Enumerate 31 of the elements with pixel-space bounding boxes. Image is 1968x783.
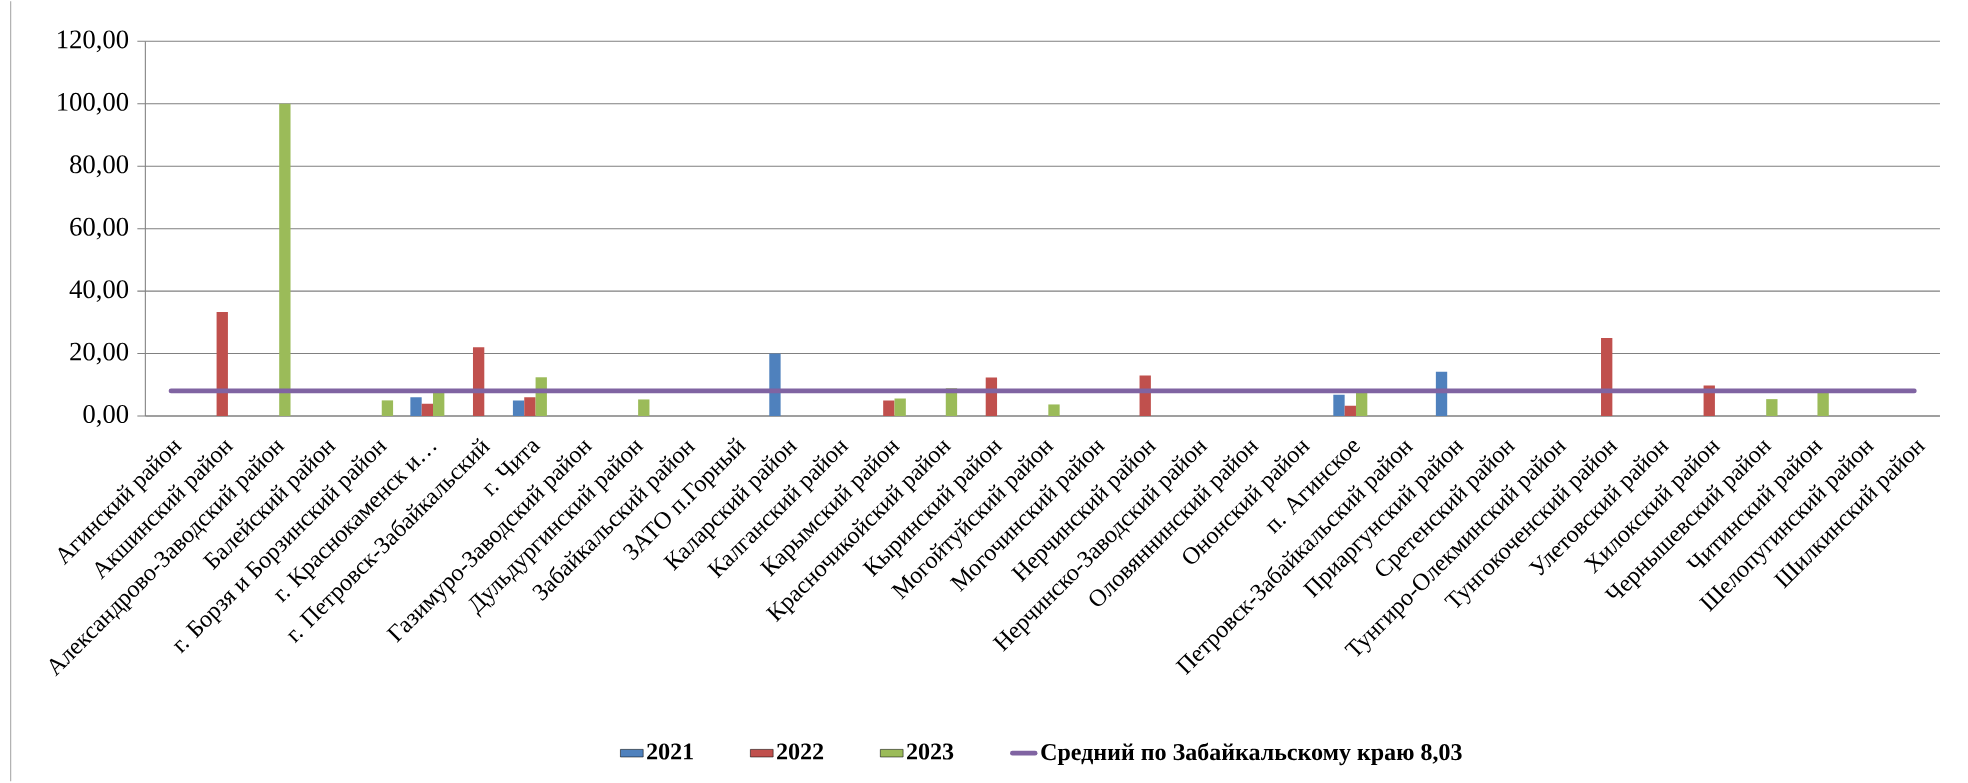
y-tick-label: 60,00 xyxy=(70,217,129,240)
y-tick-label: 120,00 xyxy=(58,30,129,53)
bar xyxy=(472,347,485,417)
bar xyxy=(216,312,228,417)
bar xyxy=(894,398,906,417)
bar xyxy=(410,397,422,417)
y-tick-label: 40,00 xyxy=(69,280,129,303)
y-tick-label: 100,00 xyxy=(58,93,129,115)
y-tick-label: 20,00 xyxy=(70,342,129,365)
legend-label: Средний по Забайкальскому краю 8,03 xyxy=(1041,742,1462,766)
bar xyxy=(381,400,394,417)
bar xyxy=(1601,338,1613,417)
y-tick-label: 0,00 xyxy=(83,405,129,428)
bar xyxy=(769,353,781,417)
legend-label: 2023 xyxy=(907,743,954,760)
legend-label: 2022 xyxy=(777,743,824,760)
bar xyxy=(421,403,434,417)
bar xyxy=(883,400,895,417)
legend-label: 2021 xyxy=(647,743,693,760)
bar xyxy=(638,399,650,417)
bar xyxy=(524,397,536,417)
bar xyxy=(1817,392,1829,417)
bar xyxy=(433,393,445,417)
bar xyxy=(512,400,525,417)
y-tick-label: 80,00 xyxy=(70,155,129,178)
bar xyxy=(1344,405,1356,417)
bar xyxy=(1333,394,1345,417)
bar xyxy=(279,103,291,417)
bar xyxy=(1048,404,1060,417)
bar xyxy=(1355,392,1368,417)
bar xyxy=(1766,399,1778,417)
